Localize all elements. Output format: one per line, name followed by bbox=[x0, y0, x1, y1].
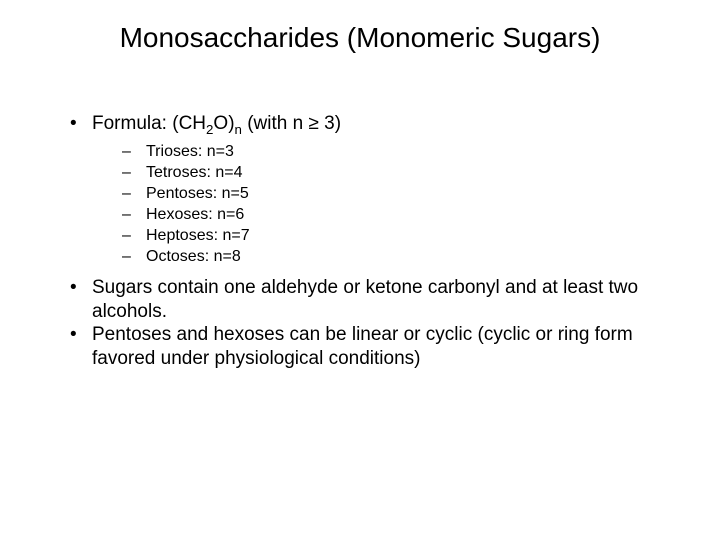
sub-bullet-marker: – bbox=[122, 163, 146, 183]
sub-item: – Heptoses: n=7 bbox=[122, 226, 660, 246]
sub-bullet-marker: – bbox=[122, 142, 146, 162]
bullet-text: Formula: (CH2O)n (with n ≥ 3) bbox=[92, 112, 660, 136]
bullet-marker: • bbox=[70, 276, 92, 324]
slide-title: Monosaccharides (Monomeric Sugars) bbox=[0, 0, 720, 54]
formula-sub2: n bbox=[235, 122, 242, 137]
formula-pre: Formula: (CH bbox=[92, 113, 206, 134]
sub-item: – Hexoses: n=6 bbox=[122, 205, 660, 225]
sub-bullet-text: Heptoses: n=7 bbox=[146, 226, 660, 246]
sub-bullet-text: Trioses: n=3 bbox=[146, 142, 660, 162]
bullet-marker: • bbox=[70, 112, 92, 136]
slide-body: • Formula: (CH2O)n (with n ≥ 3) – Triose… bbox=[0, 54, 720, 371]
sublist: – Trioses: n=3 – Tetroses: n=4 – Pentose… bbox=[70, 136, 660, 276]
bullet-text: Pentoses and hexoses can be linear or cy… bbox=[92, 323, 660, 371]
sub-bullet-text: Octoses: n=8 bbox=[146, 247, 660, 267]
sub-bullet-text: Hexoses: n=6 bbox=[146, 205, 660, 225]
sub-item: – Pentoses: n=5 bbox=[122, 184, 660, 204]
bullet-formula: • Formula: (CH2O)n (with n ≥ 3) bbox=[70, 112, 660, 136]
bullet-point2: • Sugars contain one aldehyde or ketone … bbox=[70, 276, 660, 324]
bullet-text: Sugars contain one aldehyde or ketone ca… bbox=[92, 276, 660, 324]
sub-bullet-text: Pentoses: n=5 bbox=[146, 184, 660, 204]
sub-bullet-marker: – bbox=[122, 247, 146, 267]
sub-bullet-marker: – bbox=[122, 226, 146, 246]
formula-post: (with n ≥ 3) bbox=[242, 113, 341, 134]
bullet-point3: • Pentoses and hexoses can be linear or … bbox=[70, 323, 660, 371]
sub-bullet-text: Tetroses: n=4 bbox=[146, 163, 660, 183]
formula-mid: O) bbox=[213, 113, 234, 134]
sub-bullet-marker: – bbox=[122, 184, 146, 204]
sub-item: – Trioses: n=3 bbox=[122, 142, 660, 162]
slide: Monosaccharides (Monomeric Sugars) • For… bbox=[0, 0, 720, 540]
sub-item: – Tetroses: n=4 bbox=[122, 163, 660, 183]
sub-item: – Octoses: n=8 bbox=[122, 247, 660, 267]
sub-bullet-marker: – bbox=[122, 205, 146, 225]
bullet-marker: • bbox=[70, 323, 92, 371]
